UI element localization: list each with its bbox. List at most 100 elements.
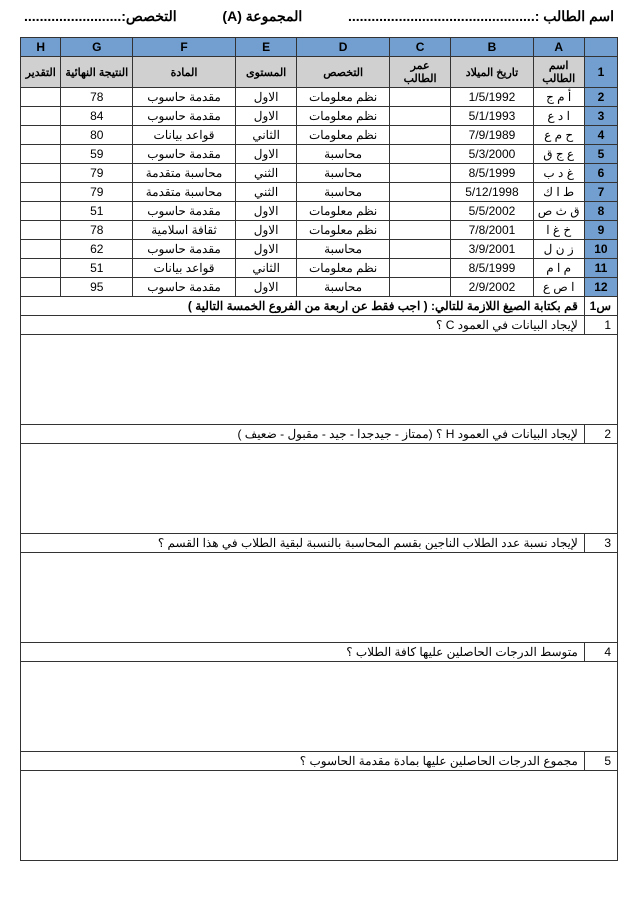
cell-major: محاسبة xyxy=(297,240,389,259)
table-row: 7ط ا ك5/12/1998محاسبةالثنيمحاسبة متقدمة7… xyxy=(21,183,618,202)
cell-grade xyxy=(21,107,61,126)
cell-score: 51 xyxy=(61,259,133,278)
cell-age xyxy=(389,107,451,126)
question-num: 5 xyxy=(584,752,617,771)
cell-age xyxy=(389,183,451,202)
table-row: 5ع ج ق5/3/2000محاسبةالاولمقدمة حاسوب59 xyxy=(21,145,618,164)
col-letter-E: E xyxy=(235,38,297,57)
cell-major: نظم معلومات xyxy=(297,126,389,145)
cell-dob: 5/12/1998 xyxy=(451,183,533,202)
col-name-C: عمر الطالب xyxy=(389,57,451,88)
cell-major: محاسبة xyxy=(297,145,389,164)
question-num: 2 xyxy=(584,425,617,444)
cell-subject: قواعد بيانات xyxy=(133,259,236,278)
question-row: 3لإيجاد نسبة عدد الطلاب الناجين بقسم الم… xyxy=(21,534,618,553)
cell-age xyxy=(389,259,451,278)
cell-name: م ا م xyxy=(533,259,584,278)
answer-box[interactable] xyxy=(21,553,618,643)
cell-score: 80 xyxy=(61,126,133,145)
cell-subject: مقدمة حاسوب xyxy=(133,107,236,126)
cell-name: ا ص ع xyxy=(533,278,584,297)
cell-level: الاول xyxy=(235,221,297,240)
answer-box[interactable] xyxy=(21,771,618,861)
cell-subject: مقدمة حاسوب xyxy=(133,240,236,259)
cell-subject: مقدمة حاسوب xyxy=(133,88,236,107)
question-row: 4متوسط الدرجات الحاصلين عليها كافة الطلا… xyxy=(21,643,618,662)
answer-box-row xyxy=(21,335,618,425)
col-name-E: المستوى xyxy=(235,57,297,88)
cell-major: محاسبة xyxy=(297,164,389,183)
table-row: 3ا د ع5/1/1993نظم معلوماتالاولمقدمة حاسو… xyxy=(21,107,618,126)
answer-box[interactable] xyxy=(21,335,618,425)
answer-box-row xyxy=(21,771,618,861)
answer-box[interactable] xyxy=(21,662,618,752)
cell-dob: 8/5/1999 xyxy=(451,259,533,278)
cell-age xyxy=(389,126,451,145)
col-name-A: اسم الطالب xyxy=(533,57,584,88)
cell-age xyxy=(389,221,451,240)
row-num: 4 xyxy=(584,126,617,145)
cell-score: 51 xyxy=(61,202,133,221)
cell-score: 62 xyxy=(61,240,133,259)
cell-name: خ غ ا xyxy=(533,221,584,240)
cell-dob: 8/5/1999 xyxy=(451,164,533,183)
cell-name: ط ا ك xyxy=(533,183,584,202)
table-row: 6غ د ب8/5/1999محاسبةالثنيمحاسبة متقدمة79 xyxy=(21,164,618,183)
row-num: 7 xyxy=(584,183,617,202)
col-name-H: التقدير xyxy=(21,57,61,88)
table-row: 12ا ص ع2/9/2002محاسبةالاولمقدمة حاسوب95 xyxy=(21,278,618,297)
student-label: اسم الطالب : xyxy=(535,8,614,24)
row-num: 8 xyxy=(584,202,617,221)
col-letter-C: C xyxy=(389,38,451,57)
cell-level: الاول xyxy=(235,88,297,107)
cell-dob: 3/9/2001 xyxy=(451,240,533,259)
student-dots: ........................................… xyxy=(348,8,535,24)
col-letter-B: B xyxy=(451,38,533,57)
question-num: 3 xyxy=(584,534,617,553)
section-num: س1 xyxy=(584,297,617,316)
cell-major: محاسبة xyxy=(297,278,389,297)
cell-level: الثني xyxy=(235,164,297,183)
row-num: 10 xyxy=(584,240,617,259)
table-row: 11م ا م8/5/1999 نظم معلوماتالثانيقواعد بي… xyxy=(21,259,618,278)
cell-age xyxy=(389,145,451,164)
group-field: المجموعة (A) xyxy=(222,8,302,25)
cell-dob: 5/1/1993 xyxy=(451,107,533,126)
col-letter-F: F xyxy=(133,38,236,57)
cell-grade xyxy=(21,126,61,145)
cell-subject: ثقافة اسلامية xyxy=(133,221,236,240)
row-num: 9 xyxy=(584,221,617,240)
row-num: 5 xyxy=(584,145,617,164)
major-dots: ......................... xyxy=(24,8,121,24)
table-row: 8ق ث ص5/5/2002نظم معلوماتالاولمقدمة حاسو… xyxy=(21,202,618,221)
student-name-field: اسم الطالب :............................… xyxy=(348,8,614,25)
cell-age xyxy=(389,202,451,221)
cell-name: ز ن ل xyxy=(533,240,584,259)
cell-name: ق ث ص xyxy=(533,202,584,221)
cell-dob: 5/5/2002 xyxy=(451,202,533,221)
question-row: 5مجموع الدرجات الحاصلين عليها بمادة مقدم… xyxy=(21,752,618,771)
cell-grade xyxy=(21,145,61,164)
cell-level: الثني xyxy=(235,183,297,202)
cell-dob: 5/3/2000 xyxy=(451,145,533,164)
cell-name: ح م ع xyxy=(533,126,584,145)
cell-subject: قواعد بيانات xyxy=(133,126,236,145)
cell-dob: 7/8/2001 xyxy=(451,221,533,240)
cell-major: نظم معلومات xyxy=(297,259,389,278)
answer-box[interactable] xyxy=(21,444,618,534)
table-row: 9خ غ ا7/8/2001نظم معلوماتالاولثقافة اسلا… xyxy=(21,221,618,240)
section-text: قم بكتابة الصيغ اللازمة للتالي: ( اجب فق… xyxy=(21,297,585,316)
row-num: 11 xyxy=(584,259,617,278)
cell-dob: 7/9/1989 xyxy=(451,126,533,145)
cell-subject: محاسبة متقدمة xyxy=(133,164,236,183)
cell-level: الثاني xyxy=(235,259,297,278)
col-name-B: تاريخ الميلاد xyxy=(451,57,533,88)
row-num: 2 xyxy=(584,88,617,107)
cell-age xyxy=(389,240,451,259)
question-text: لإيجاد البيانات في العمود C ؟ xyxy=(21,316,585,335)
answer-box-row xyxy=(21,662,618,752)
cell-grade xyxy=(21,164,61,183)
cell-score: 59 xyxy=(61,145,133,164)
cell-grade xyxy=(21,88,61,107)
cell-level: الاول xyxy=(235,145,297,164)
